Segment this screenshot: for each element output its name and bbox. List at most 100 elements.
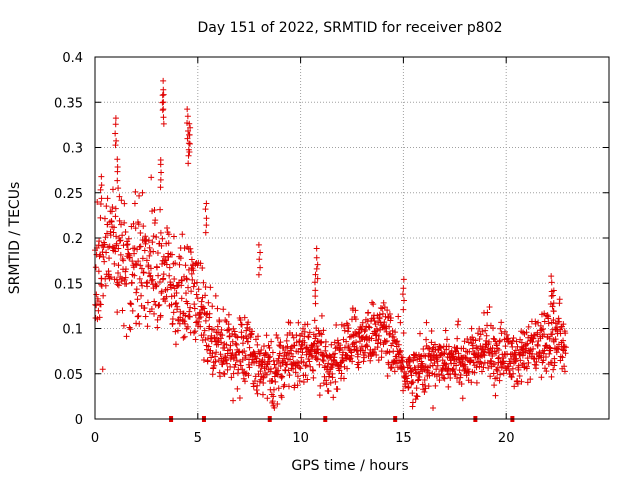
data-point [237,362,244,369]
data-point [423,336,430,343]
data-point [546,335,553,342]
data-point [468,357,475,364]
data-point [171,276,178,283]
data-point [218,326,225,333]
y-tick-label: 0.15 [54,277,83,292]
data-point [142,233,149,240]
data-point [129,307,136,314]
data-point [377,304,384,311]
data-point [232,361,239,368]
data-point [415,376,422,383]
data-point [458,380,465,387]
data-point [560,337,567,344]
data-point [269,349,276,356]
data-point [249,328,256,335]
data-point [487,373,494,380]
data-point [454,321,461,328]
data-point [212,353,219,360]
data-point [313,265,320,272]
data-point [182,312,189,319]
data-point [399,354,406,361]
data-point [309,353,316,360]
data-point [199,264,206,271]
data-point [245,319,252,326]
data-point [414,393,421,400]
data-point [151,310,158,317]
data-point [417,353,424,360]
data-point [129,258,136,265]
data-point [510,370,517,377]
data-point [534,342,541,349]
data-point [486,303,493,310]
data-point [188,256,195,263]
data-point [245,372,252,379]
data-point [203,222,210,229]
data-point [157,184,164,191]
data-point [149,239,156,246]
data-point [243,327,250,334]
data-point [469,334,476,341]
data-point [160,99,167,106]
data-point [498,330,505,337]
data-point [561,343,568,350]
data-point [410,357,417,364]
data-point [299,349,306,356]
x-tick-label: 10 [292,431,309,446]
data-point [310,367,317,374]
data-point [187,304,194,311]
data-point [378,354,385,361]
data-point [174,327,181,334]
data-point [153,282,160,289]
data-point [394,364,401,371]
data-point [213,349,220,356]
data-point [457,371,464,378]
data-point [325,360,332,367]
data-point [359,323,366,330]
data-point [344,321,351,328]
data-point [217,351,224,358]
data-point [166,272,173,279]
data-point [120,257,127,264]
data-point [562,350,569,357]
data-point [414,377,421,384]
data-point [524,355,531,362]
data-point [141,247,148,254]
data-point [293,332,300,339]
data-point [135,313,142,320]
data-point [274,371,281,378]
data-point [383,338,390,345]
data-point [359,319,366,326]
data-point [164,286,171,293]
data-point [221,344,228,351]
data-point [338,370,345,377]
data-point [115,282,122,289]
data-point [404,378,411,385]
data-point [112,121,119,128]
data-point [122,274,129,281]
data-point [533,358,540,365]
data-point [147,272,154,279]
data-point [273,368,280,375]
data-point [122,229,129,236]
data-point [496,377,503,384]
data-point [497,325,504,332]
data-point [269,398,276,405]
data-point [114,177,121,184]
data-point [547,301,554,308]
data-point [465,339,472,346]
data-point [131,250,138,257]
data-point [476,325,483,332]
plot-frame [94,56,610,420]
data-point [473,379,480,386]
data-point [395,313,402,320]
data-point [121,219,128,226]
data-point [320,357,327,364]
data-point [118,275,125,282]
data-point [166,264,173,271]
data-point [143,257,150,264]
data-point [200,304,207,311]
data-point [456,367,463,374]
data-point [223,360,230,367]
data-point [400,387,407,394]
data-point [441,350,448,357]
